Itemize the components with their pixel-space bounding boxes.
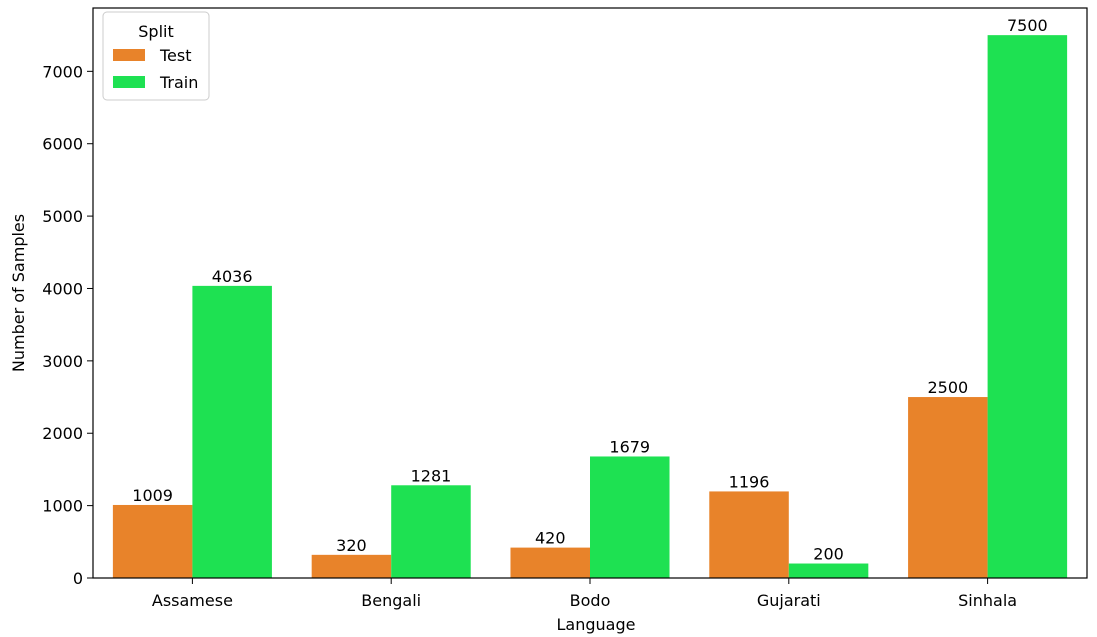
legend: Split Test Train — [102, 11, 210, 101]
y-tick-label: 1000 — [42, 497, 83, 516]
data-label-test-bodo: 420 — [535, 529, 566, 548]
data-label-train-gujarati: 200 — [813, 545, 844, 564]
bar-train-bengali — [391, 485, 471, 578]
bar-train-assamese — [192, 285, 272, 578]
bar-train-sinhala — [987, 35, 1068, 578]
bar-test-gujarati — [709, 491, 789, 578]
y-tick-label: 0 — [73, 569, 83, 588]
data-labels-layer: 1009 4036 320 1281 420 1679 1196 200 2500 7500 — [132, 16, 1047, 563]
bar-train-bodo — [590, 456, 670, 578]
data-label-train-sinhala: 7500 — [1007, 16, 1048, 35]
bar-test-bengali — [311, 554, 392, 578]
y-tick-label: 6000 — [42, 135, 83, 154]
legend-swatch-test — [113, 49, 145, 61]
legend-label-train: Train — [159, 73, 198, 92]
legend-swatch-train — [113, 76, 145, 88]
data-label-train-bengali: 1281 — [411, 466, 452, 485]
x-axis-label: Language — [557, 615, 636, 634]
bar-test-assamese — [112, 504, 193, 578]
x-tick-label-bengali: Bengali — [361, 591, 421, 610]
y-tick-label: 3000 — [42, 352, 83, 371]
bar-test-bodo — [510, 547, 590, 578]
plot-frame — [92, 7, 1088, 579]
x-tick-label-gujarati: Gujarati — [757, 591, 821, 610]
x-tick-label-bodo: Bodo — [570, 591, 611, 610]
y-tick-label: 4000 — [42, 279, 83, 298]
data-label-train-bodo: 1679 — [609, 437, 650, 456]
x-tick-label-assamese: Assamese — [152, 591, 233, 610]
bar-test-sinhala — [908, 397, 988, 578]
x-axis: Assamese Bengali Bodo Gujarati Sinhala — [152, 578, 1017, 610]
bars-layer — [112, 35, 1068, 578]
data-label-test-gujarati: 1196 — [729, 472, 770, 491]
legend-label-test: Test — [159, 46, 192, 65]
x-tick-label-sinhala: Sinhala — [958, 591, 1017, 610]
bar-train-gujarati — [788, 563, 869, 578]
legend-title: Split — [138, 22, 173, 41]
data-label-test-bengali: 320 — [336, 536, 367, 555]
y-tick-label: 5000 — [42, 207, 83, 226]
y-tick-label: 2000 — [42, 424, 83, 443]
y-axis: 0 1000 2000 3000 4000 5000 6000 7000 — [42, 62, 93, 588]
y-tick-label: 7000 — [42, 62, 83, 81]
data-label-test-sinhala: 2500 — [927, 378, 968, 397]
data-label-train-assamese: 4036 — [212, 267, 253, 286]
data-label-test-assamese: 1009 — [132, 486, 173, 505]
y-axis-label: Number of Samples — [9, 214, 28, 372]
